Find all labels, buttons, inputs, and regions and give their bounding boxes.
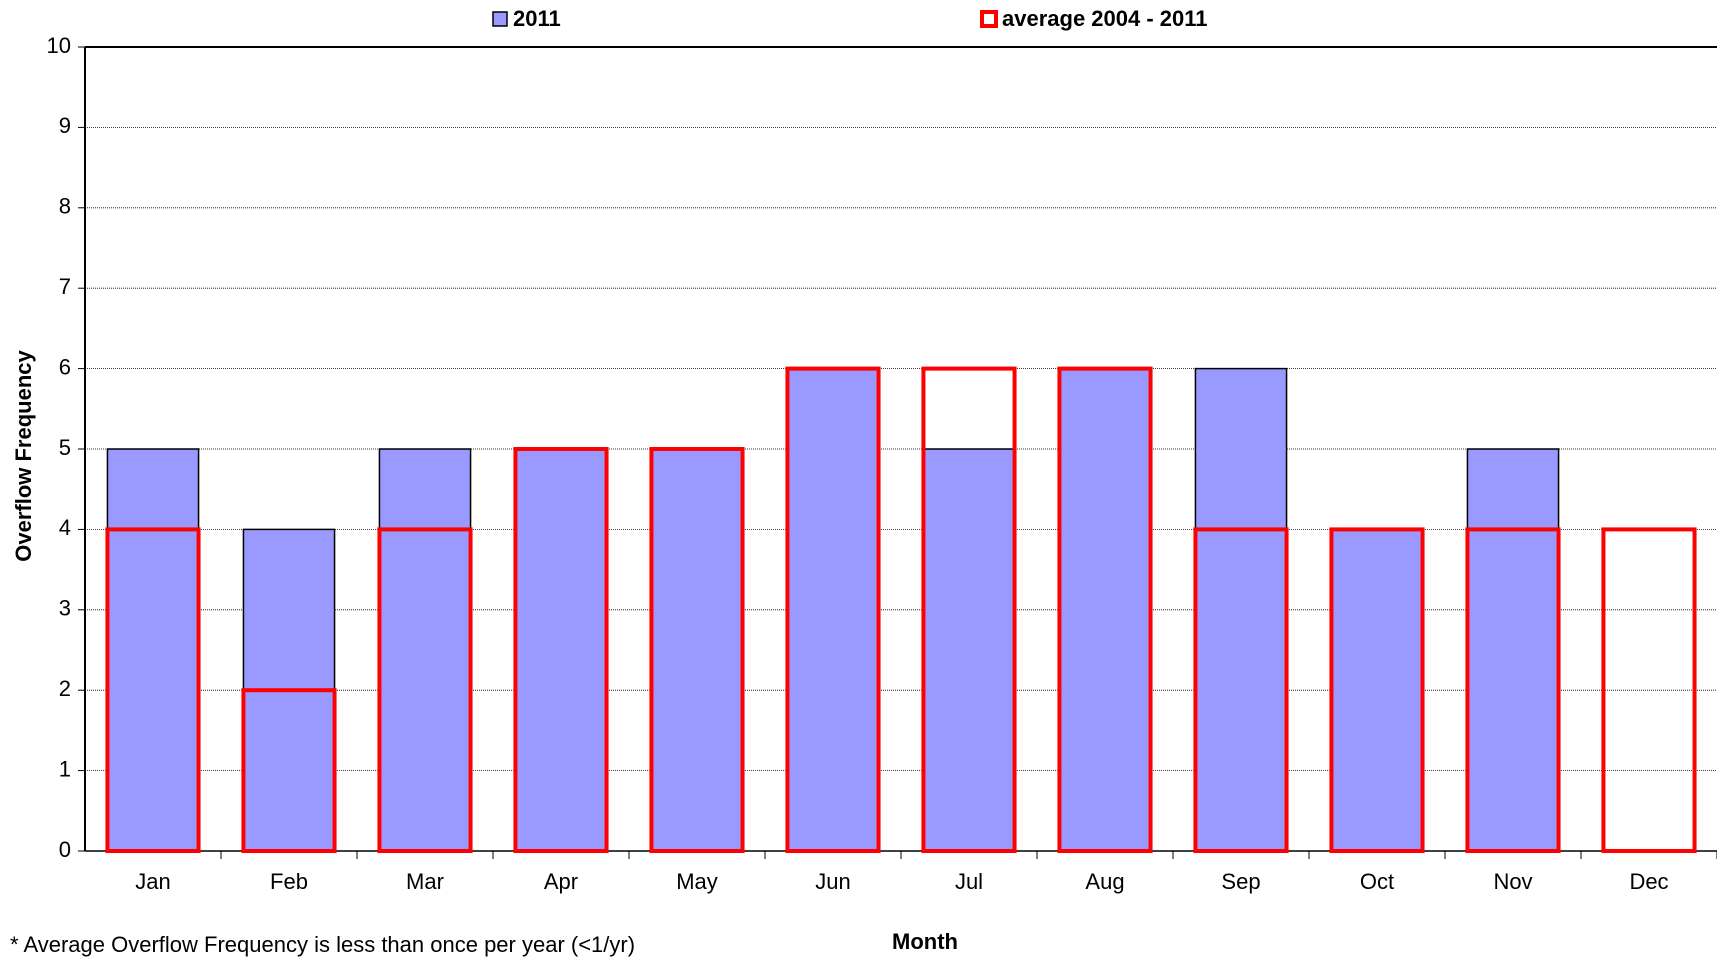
y-tick-label: 5 — [59, 435, 71, 460]
bar — [1329, 527, 1425, 854]
y-tick-label: 10 — [47, 33, 71, 58]
y-tick-label: 0 — [59, 837, 71, 862]
legend-swatch — [492, 11, 508, 27]
bar — [1465, 527, 1561, 854]
legend-swatch — [980, 10, 998, 28]
y-tick-label: 2 — [59, 676, 71, 701]
bar — [1466, 448, 1560, 852]
x-tick-label: Nov — [1493, 869, 1532, 894]
bar — [1193, 527, 1289, 854]
bar — [786, 367, 880, 852]
x-tick-label: Jan — [135, 869, 170, 894]
bar — [106, 448, 200, 852]
bar — [649, 447, 745, 853]
y-axis-label: Overflow Frequency — [11, 349, 36, 561]
bar — [1057, 366, 1153, 853]
x-tick-label: Apr — [544, 869, 578, 894]
y-tick-label: 8 — [59, 194, 71, 219]
x-tick-label: May — [676, 869, 718, 894]
bar — [1330, 528, 1424, 852]
x-tick-label: Jul — [955, 869, 983, 894]
x-tick-label: Sep — [1221, 869, 1260, 894]
x-axis-label: Month — [892, 929, 958, 954]
y-tick-label: 3 — [59, 596, 71, 621]
bar — [650, 448, 744, 852]
x-tick-label: Aug — [1085, 869, 1124, 894]
bar — [378, 448, 472, 852]
x-tick-label: Dec — [1629, 869, 1668, 894]
bar — [377, 527, 473, 854]
bar — [921, 366, 1017, 853]
x-tick-label: Oct — [1360, 869, 1394, 894]
bar — [241, 688, 337, 854]
legend-label: average 2004 - 2011 — [1002, 6, 1208, 31]
x-tick-label: Jun — [815, 869, 850, 894]
y-tick-label: 4 — [59, 515, 71, 540]
bar — [514, 448, 608, 852]
bar — [513, 447, 609, 853]
bar — [922, 448, 1016, 852]
bar — [1601, 527, 1697, 854]
bar — [1194, 367, 1288, 852]
footnote: * Average Overflow Frequency is less tha… — [10, 932, 635, 957]
legend-label: 2011 — [513, 6, 561, 31]
bar — [105, 527, 201, 854]
x-tick-label: Mar — [406, 869, 444, 894]
bar — [1058, 367, 1152, 852]
bar — [785, 366, 881, 853]
y-tick-label: 9 — [59, 113, 71, 138]
y-tick-label: 7 — [59, 274, 71, 299]
y-tick-label: 1 — [59, 756, 71, 781]
x-tick-label: Feb — [270, 869, 308, 894]
y-tick-label: 6 — [59, 354, 71, 379]
